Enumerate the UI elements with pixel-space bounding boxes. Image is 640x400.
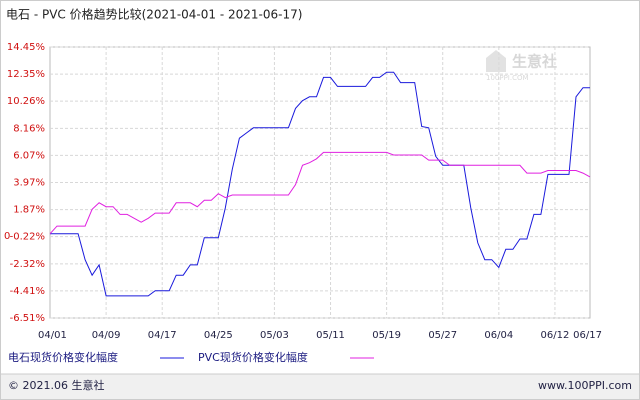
- watermark: 生意社 100PPI.COM: [486, 50, 557, 82]
- y-tick-label: 6.07%: [13, 150, 45, 161]
- footer-left: © 2021.06 生意社: [8, 378, 104, 392]
- footer-bar: [1, 374, 639, 399]
- x-tick-label: 06/17: [573, 330, 602, 341]
- y-tick-label: 8.16%: [13, 123, 45, 134]
- y-tick-label: 14.45%: [7, 42, 45, 53]
- x-tick-label: 06/04: [484, 330, 513, 341]
- series-line: [49, 151, 591, 235]
- x-tick-label: 05/11: [316, 330, 345, 341]
- x-tick-label: 04/17: [148, 330, 177, 341]
- y-tick-label: -0.22%: [10, 232, 45, 243]
- x-tick-label: 05/19: [372, 330, 401, 341]
- x-tick-label: 05/03: [260, 330, 289, 341]
- y-tick-label: 1.87%: [13, 205, 45, 216]
- y-tick-label: -4.41%: [10, 286, 45, 297]
- series-line: [50, 71, 590, 297]
- watermark-text: 生意社: [512, 53, 557, 71]
- x-tick-label: 04/01: [38, 330, 67, 341]
- y-tick-label: -6.51%: [10, 313, 45, 324]
- watermark-sub: 100PPI.COM: [486, 74, 529, 82]
- y-tick-label: 0: [4, 231, 10, 242]
- y-tick-label: 10.26%: [7, 96, 45, 107]
- x-tick-label: 04/25: [204, 330, 233, 341]
- x-tick-label: 06/12: [541, 330, 570, 341]
- y-tick-label: 3.97%: [13, 178, 45, 189]
- y-tick-label: -2.32%: [10, 259, 45, 270]
- y-tick-label: 12.35%: [7, 69, 45, 80]
- legend-label: 电石现货价格变化幅度: [8, 350, 118, 364]
- footer-right: www.100PPI.com: [538, 379, 632, 392]
- legend-label: PVC现货价格变化幅度: [198, 350, 308, 364]
- x-tick-label: 04/09: [92, 330, 121, 341]
- watermark-icon: [486, 50, 506, 72]
- chart-title: 电石 - PVC 价格趋势比较(2021-04-01 - 2021-06-17): [6, 7, 302, 22]
- x-tick-label: 05/27: [428, 330, 457, 341]
